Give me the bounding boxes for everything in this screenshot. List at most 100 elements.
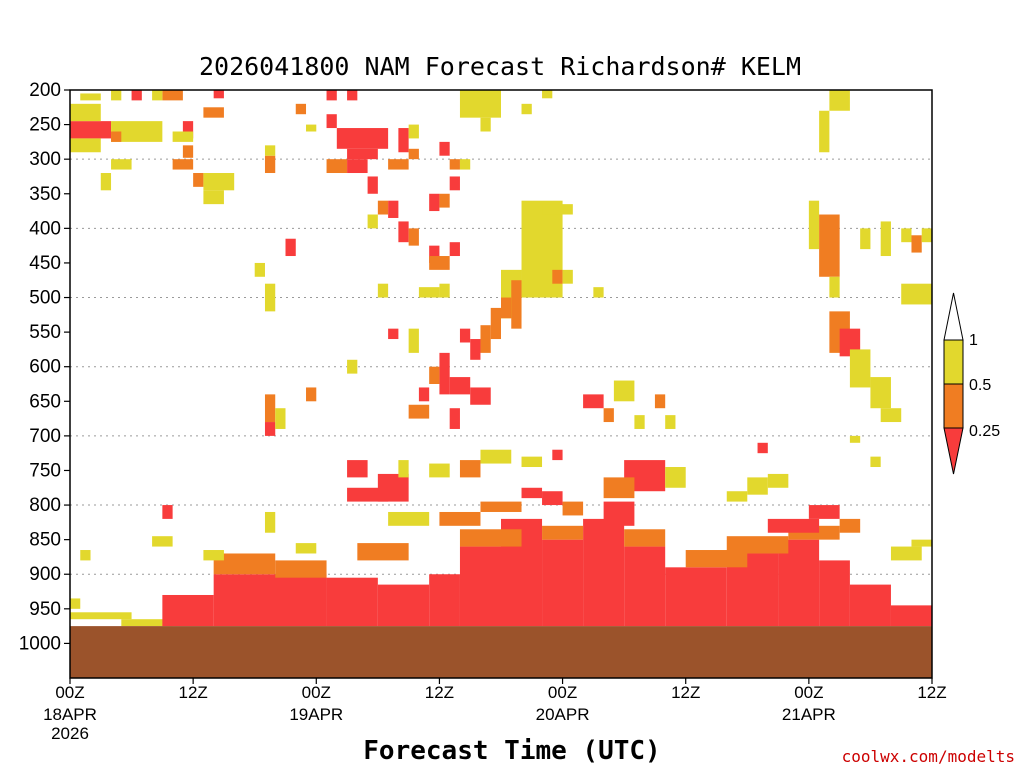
ri-cell-131	[162, 594, 214, 627]
x-date-label-48: 20APR	[536, 705, 590, 724]
ri-cell-84	[264, 422, 276, 436]
ri-cell-83	[264, 394, 276, 423]
ri-cell-106	[747, 477, 768, 495]
ri-cell-55	[285, 238, 296, 257]
ri-cell-10	[182, 121, 194, 139]
x-tick-label-72: 00Z	[794, 683, 823, 702]
ri-cell-170	[890, 546, 922, 561]
y-tick-label-650: 650	[29, 391, 61, 412]
ri-cell-160	[388, 511, 430, 526]
ri-cell-134	[377, 584, 430, 627]
ri-cell-163	[521, 487, 543, 499]
x-date-label-0: 18APR	[43, 705, 97, 724]
x-tick-label-24: 00Z	[302, 683, 331, 702]
ri-cell-45	[429, 193, 440, 212]
ri-cell-30	[347, 159, 368, 174]
ri-cell-59	[511, 280, 522, 329]
ri-cell-78	[470, 387, 491, 405]
ri-cell-171	[932, 560, 942, 574]
ri-cell-107	[767, 473, 789, 488]
ri-cell-122	[911, 235, 922, 253]
ri-cell-105	[757, 442, 768, 454]
ri-cell-157	[203, 550, 224, 561]
colorbar-label-1: 0.5	[969, 377, 991, 394]
ri-cell-153	[685, 550, 748, 568]
ri-cell-148	[275, 560, 327, 578]
ri-cell-161	[439, 511, 481, 526]
ri-cell-36	[439, 141, 450, 156]
ri-cell-63	[470, 339, 481, 360]
ri-cell-34	[398, 128, 409, 153]
ri-cell-60	[501, 297, 512, 319]
ri-cell-26	[347, 90, 358, 101]
ri-cell-152	[624, 529, 666, 547]
ri-cell-11	[172, 131, 194, 142]
ri-cell-165	[562, 501, 584, 516]
x-year-label: 2026	[51, 724, 89, 743]
x-tick-label-60: 12Z	[671, 683, 700, 702]
ri-cell-5	[80, 93, 101, 101]
ri-cell-136	[459, 546, 501, 627]
ri-cell-139	[583, 518, 625, 627]
ri-cell-98	[459, 460, 481, 478]
ri-cell-145	[849, 584, 891, 627]
ri-cell-135	[429, 574, 460, 627]
ri-cell-144	[819, 560, 850, 627]
y-tick-label-600: 600	[29, 357, 61, 378]
ri-cell-0	[70, 121, 112, 139]
ri-cell-22	[264, 145, 276, 156]
ri-cell-72	[254, 262, 265, 277]
ri-cell-116	[849, 349, 871, 388]
y-tick-label-1000: 1000	[19, 633, 61, 654]
ri-cell-46	[439, 193, 450, 208]
ri-cell-54	[449, 242, 460, 257]
ri-cell-89	[654, 394, 666, 409]
ri-cell-24	[306, 124, 317, 132]
ri-cell-154	[726, 536, 789, 554]
ri-cell-133	[326, 577, 378, 627]
ri-cell-77	[449, 377, 471, 395]
ri-cell-14	[182, 145, 194, 158]
ri-cell-88	[613, 380, 635, 402]
ri-cell-138	[542, 539, 584, 627]
ri-cell-132	[213, 574, 327, 627]
ri-cell-64	[459, 328, 471, 343]
y-tick-label-550: 550	[29, 322, 61, 343]
y-tick-label-300: 300	[29, 149, 61, 170]
ri-cell-97	[429, 463, 450, 478]
y-tick-label-200: 200	[29, 80, 61, 101]
y-axis-pressure: 200 250 300 350 400 450 500 550 600 650 700 750 800 8…	[19, 80, 70, 654]
ri-cell-92	[665, 415, 676, 429]
colorbar-orange	[943, 383, 964, 429]
ri-cell-111	[808, 200, 820, 250]
ri-cell-162	[480, 501, 522, 512]
ri-cell-38	[459, 90, 501, 118]
ri-cell-110	[819, 110, 830, 153]
ri-cell-80	[408, 404, 430, 419]
ri-cell-93	[347, 460, 368, 478]
ri-cell-79	[418, 387, 430, 402]
y-tick-label-850: 850	[29, 530, 61, 551]
ri-cell-109	[829, 90, 850, 111]
ri-cell-101	[552, 449, 563, 461]
ri-cell-23	[295, 103, 307, 115]
y-tick-label-450: 450	[29, 253, 61, 274]
ri-cell-115	[839, 328, 861, 357]
y-tick-label-700: 700	[29, 426, 61, 447]
colorbar-yellow	[943, 339, 964, 385]
colorbar-label-2: 0.25	[969, 423, 1000, 440]
x-date-label-24: 19APR	[289, 705, 343, 724]
ri-cell-51	[367, 214, 378, 229]
ri-cell-19	[111, 159, 132, 170]
ri-cell-53	[429, 256, 450, 270]
ri-cell-173	[80, 550, 91, 561]
plot-frame	[69, 89, 933, 679]
ri-cell-120	[880, 221, 891, 257]
ri-cell-66	[562, 269, 573, 284]
credit-text: coolwx.com/modelts	[842, 747, 1015, 766]
ri-cell-3	[111, 121, 163, 142]
ri-cell-33	[388, 159, 409, 170]
ri-cell-166	[603, 501, 635, 526]
ri-cell-123	[921, 228, 932, 243]
